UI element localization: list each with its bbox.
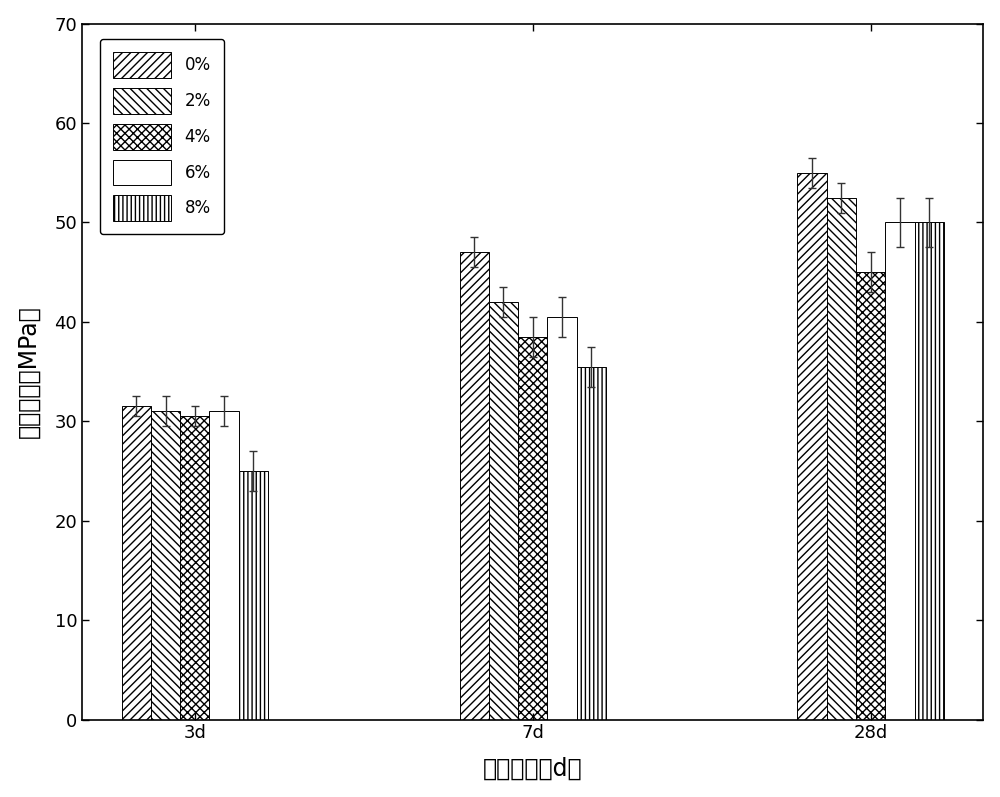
Bar bbox=[885, 222, 915, 720]
Legend: 0%, 2%, 4%, 6%, 8%: 0%, 2%, 4%, 6%, 8% bbox=[100, 39, 224, 234]
Bar bbox=[827, 198, 856, 720]
Bar bbox=[577, 367, 606, 720]
Bar bbox=[518, 337, 547, 720]
Bar bbox=[122, 406, 151, 720]
Bar bbox=[489, 302, 518, 720]
Bar bbox=[151, 411, 180, 720]
Bar bbox=[239, 471, 268, 720]
Bar bbox=[460, 253, 489, 720]
Bar bbox=[797, 173, 827, 720]
Bar bbox=[547, 317, 577, 720]
Bar bbox=[856, 273, 885, 720]
Bar bbox=[180, 416, 209, 720]
X-axis label: 养护时间（d）: 养护时间（d） bbox=[483, 756, 583, 780]
Y-axis label: 抗压强度（MPa）: 抗压强度（MPa） bbox=[17, 305, 41, 438]
Bar bbox=[209, 411, 239, 720]
Bar bbox=[915, 222, 944, 720]
